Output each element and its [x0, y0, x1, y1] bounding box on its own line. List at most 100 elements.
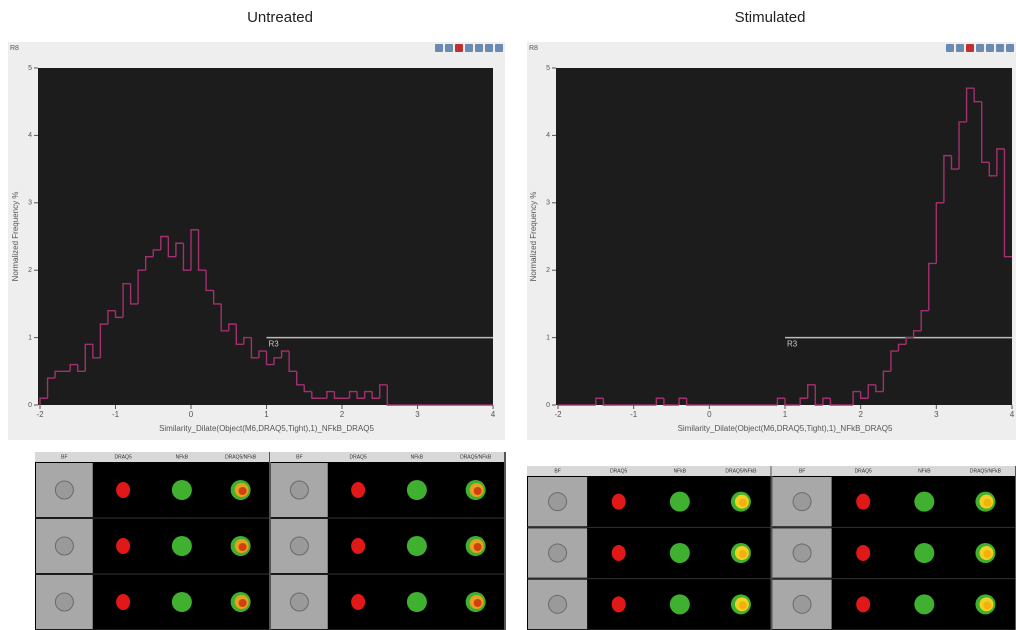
y-axis-label: Normalized Frequency %: [11, 192, 20, 282]
draq5-cell: [612, 596, 626, 612]
y-tick-label: 5: [546, 65, 550, 72]
gallery-column-header: NFkB: [176, 454, 189, 460]
overlay-center: [739, 499, 747, 507]
toolbar-icon: [465, 44, 473, 52]
x-tick-label: 4: [1010, 410, 1015, 419]
x-tick-label: 0: [707, 410, 712, 419]
gallery-column-header: BF: [799, 468, 805, 474]
x-tick-label: 3: [934, 410, 939, 419]
draq5-cell: [116, 482, 130, 498]
gallery-column-header: DRAQ5/NFkB: [970, 468, 1002, 474]
window-label: R8: [529, 45, 538, 52]
x-tick-label: 0: [189, 410, 194, 419]
nfkb-cell: [670, 543, 690, 563]
x-tick-label: 2: [858, 410, 863, 419]
nfkb-cell: [670, 594, 690, 614]
panel-title: Untreated: [247, 9, 313, 26]
overlay-center: [983, 601, 991, 609]
gallery-column-header: DRAQ5/NFkB: [460, 454, 492, 460]
bf-cell: [549, 493, 567, 511]
overlay-center: [474, 487, 482, 495]
toolbar-icon: [1006, 44, 1014, 52]
nfkb-cell: [172, 480, 192, 500]
plot-area: [38, 68, 493, 405]
nfkb-cell: [914, 492, 934, 512]
gallery-column-header: DRAQ5: [855, 468, 872, 474]
nfkb-cell: [670, 492, 690, 512]
overlay-center: [239, 543, 247, 551]
draq5-cell: [612, 545, 626, 561]
draq5-cell: [116, 594, 130, 610]
toolbar-icon: [946, 44, 954, 52]
gallery-column-header: DRAQ5/NFkB: [225, 454, 257, 460]
toolbar-icon: [976, 44, 984, 52]
overlay-center: [474, 599, 482, 607]
y-tick-label: 0: [28, 402, 32, 409]
toolbar-icon: [966, 44, 974, 52]
x-axis-label: Similarity_Dilate(Object(M6,DRAQ5,Tight)…: [678, 424, 893, 433]
draq5-cell: [351, 538, 365, 554]
bf-cell: [55, 593, 73, 611]
overlay-center: [739, 550, 747, 558]
x-tick-label: 3: [415, 410, 420, 419]
nfkb-cell: [914, 594, 934, 614]
overlay-center: [474, 543, 482, 551]
toolbar-icon: [485, 44, 493, 52]
gallery-column-header: DRAQ5: [115, 454, 132, 460]
nfkb-cell: [914, 543, 934, 563]
x-tick-label: -2: [36, 410, 44, 419]
bf-cell: [290, 593, 308, 611]
nfkb-cell: [172, 536, 192, 556]
draq5-cell: [351, 482, 365, 498]
draq5-cell: [612, 494, 626, 510]
gallery-column-header: DRAQ5: [350, 454, 367, 460]
nfkb-cell: [407, 480, 427, 500]
overlay-center: [983, 499, 991, 507]
x-tick-label: 4: [491, 410, 496, 419]
y-tick-label: 1: [28, 334, 32, 341]
bf-cell: [290, 481, 308, 499]
gallery-column-header: NFkB: [918, 468, 931, 474]
figure: UntreatedR8012345-2-101234Similarity_Dil…: [0, 0, 1016, 630]
x-tick-label: 1: [783, 410, 788, 419]
toolbar-icon: [986, 44, 994, 52]
gallery-column-header: BF: [61, 454, 67, 460]
plot-area: [556, 68, 1012, 405]
toolbar-icon: [435, 44, 443, 52]
overlay-center: [739, 601, 747, 609]
overlay-center: [983, 550, 991, 558]
y-axis-label: Normalized Frequency %: [529, 192, 538, 282]
nfkb-cell: [172, 592, 192, 612]
nfkb-cell: [407, 536, 427, 556]
nfkb-cell: [407, 592, 427, 612]
panel-title: Stimulated: [735, 9, 806, 26]
bf-cell: [55, 537, 73, 555]
window-label: R8: [10, 45, 19, 52]
bf-cell: [793, 493, 811, 511]
bf-cell: [55, 481, 73, 499]
gallery-column-header: DRAQ5/NFkB: [725, 468, 757, 474]
bf-cell: [793, 544, 811, 562]
gallery-column-header: NFkB: [411, 454, 424, 460]
draq5-cell: [856, 545, 870, 561]
gate-label: R3: [787, 340, 798, 349]
toolbar-icon: [475, 44, 483, 52]
overlay-center: [239, 599, 247, 607]
y-tick-label: 5: [28, 65, 32, 72]
overlay-center: [239, 487, 247, 495]
toolbar-icon: [996, 44, 1004, 52]
bf-cell: [793, 595, 811, 613]
y-tick-label: 3: [28, 200, 32, 207]
y-tick-label: 1: [546, 334, 550, 341]
draq5-cell: [856, 494, 870, 510]
draq5-cell: [116, 538, 130, 554]
draq5-cell: [856, 596, 870, 612]
x-tick-label: 2: [340, 410, 345, 419]
toolbar-icon: [455, 44, 463, 52]
y-tick-label: 3: [546, 200, 550, 207]
bf-cell: [290, 537, 308, 555]
y-tick-label: 4: [28, 132, 32, 139]
draq5-cell: [351, 594, 365, 610]
gate-label: R3: [269, 340, 280, 349]
gallery-column-header: NFkB: [674, 468, 687, 474]
